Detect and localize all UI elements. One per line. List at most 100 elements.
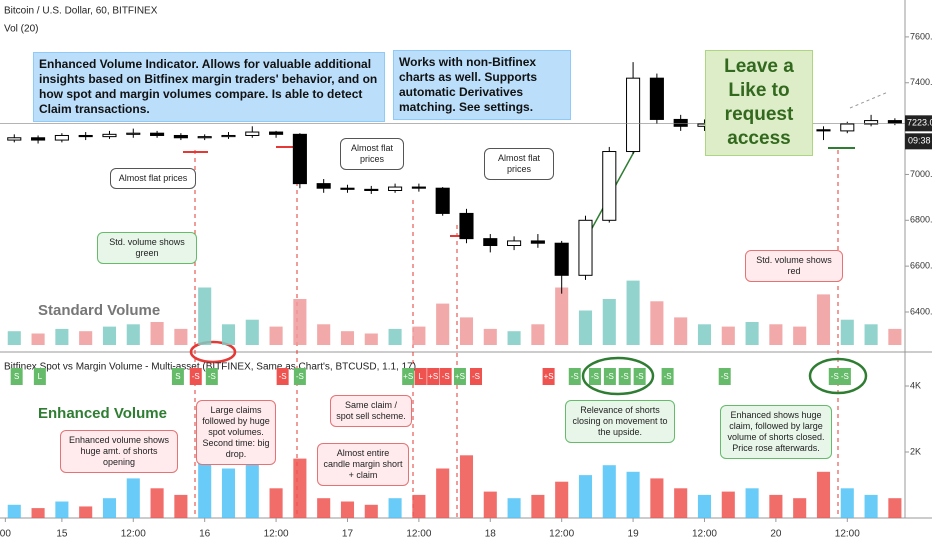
volume-bar: [126, 478, 140, 518]
signal-box: [189, 368, 202, 385]
candle-body: [31, 137, 46, 141]
volume-bar: [507, 331, 521, 345]
x-tick-label: 12:00: [264, 529, 289, 540]
countdown-box: [905, 133, 932, 150]
candle-body: [626, 77, 641, 153]
signal-label: +S: [428, 372, 438, 381]
volume-bar: [269, 488, 283, 518]
candle-body: [221, 134, 236, 138]
signal-label: -S: [841, 372, 849, 381]
signal-box: [171, 368, 184, 385]
candle-body: [816, 129, 831, 132]
signal-box: [470, 368, 483, 385]
signal-label: L: [38, 372, 43, 381]
signal-label: -S: [606, 372, 614, 381]
signal-label: -S: [442, 372, 450, 381]
volume-bar: [721, 491, 735, 518]
volume-bar: [79, 331, 93, 345]
volume-bar: [459, 455, 474, 518]
y-tick-label: 7600.0: [910, 31, 932, 41]
volume-bar: [626, 471, 640, 518]
countdown: 09:38: [908, 136, 931, 146]
x-tick-label: 17: [342, 529, 354, 540]
candle-body: [435, 187, 450, 214]
volume-bar: [531, 494, 545, 518]
y-tick-label: 6600.0: [910, 261, 932, 271]
candle-body: [245, 131, 260, 136]
y-tick-label: 2K: [910, 446, 921, 456]
volume-bar: [793, 326, 807, 345]
volume-bar: [317, 324, 331, 345]
volume-bar: [864, 324, 878, 345]
volume-bar: [555, 481, 569, 518]
signal-box: [618, 368, 631, 385]
annotation: Works with non-Bitfinex charts as well. …: [393, 50, 571, 120]
signal-label: S: [14, 372, 19, 381]
projection: [849, 91, 889, 109]
volume-bar: [840, 319, 854, 345]
y-tick-label: 7400.0: [910, 77, 932, 87]
volume-bar: [840, 488, 854, 518]
candle-body: [54, 134, 69, 141]
signal-box: [828, 368, 841, 385]
annotation: Almost flat prices: [484, 148, 554, 180]
volume-bar: [436, 468, 450, 518]
x-tick-label: 20: [770, 529, 782, 540]
annotation: Enhanced Volume Indicator. Allows for va…: [33, 52, 385, 122]
annotation: Large claims followed by huge spot volum…: [196, 400, 276, 465]
signal-label: -S: [636, 372, 644, 381]
candle-body: [459, 212, 474, 240]
volume-bar: [697, 494, 712, 518]
volume-bar: [269, 326, 283, 345]
last-price-box: [905, 115, 932, 132]
signal-box: [427, 368, 440, 385]
candle-body: [7, 137, 22, 141]
volume-bar: [293, 458, 307, 518]
marks: 6400.06600.06800.07000.07200.07400.07600…: [0, 31, 932, 540]
candle-body: [554, 242, 569, 276]
signal-label: +S: [544, 372, 554, 381]
signal-box: [33, 368, 46, 385]
candle-body: [840, 123, 855, 132]
candle-body: [292, 133, 307, 185]
signal-label: -S: [621, 372, 629, 381]
y-tick-label: 6800.0: [910, 215, 932, 225]
candle-body: [102, 133, 117, 138]
signal-box: [718, 368, 731, 385]
volume-bar: [888, 498, 902, 518]
annotation: Std. volume shows red: [745, 250, 843, 282]
annotation: Enhanced volume shows huge amt. of short…: [60, 430, 178, 473]
signal-label: -S: [296, 372, 304, 381]
signal-box: [414, 368, 427, 385]
volume-bar: [555, 287, 569, 345]
signal-label: -S: [472, 372, 480, 381]
volume-bar: [650, 301, 664, 345]
signal-box: [402, 368, 415, 385]
volume-bar: [531, 324, 545, 345]
y-tick-label: 6400.0: [910, 306, 932, 316]
signal-box: [589, 368, 602, 385]
candle-body: [578, 219, 593, 276]
annotation: Almost entire candle margin short + clai…: [317, 443, 409, 486]
volume-bar: [317, 498, 331, 518]
signal-box: [603, 368, 616, 385]
signal-label: +S: [455, 372, 465, 381]
x-tick-label: 12:00: [406, 529, 431, 540]
candle-body: [411, 186, 426, 189]
volume-bar: [102, 326, 117, 345]
candle-body: [507, 240, 522, 247]
signal-label: -S: [208, 372, 216, 381]
volume-bar: [793, 498, 807, 518]
volume-bar: [102, 498, 117, 518]
volume-bar: [697, 324, 712, 345]
volume-bar: [578, 475, 593, 518]
volume-bar: [364, 504, 378, 518]
volume-bar: [412, 326, 426, 345]
indicator-legend: Bitfinex Spot vs Margin Volume - Multi-a…: [4, 362, 416, 373]
candle-body: [388, 186, 403, 191]
x-tick-label: 15: [56, 529, 68, 540]
volume-bar: [79, 506, 93, 518]
volume-bar: [293, 299, 307, 345]
highlight: [808, 357, 868, 395]
